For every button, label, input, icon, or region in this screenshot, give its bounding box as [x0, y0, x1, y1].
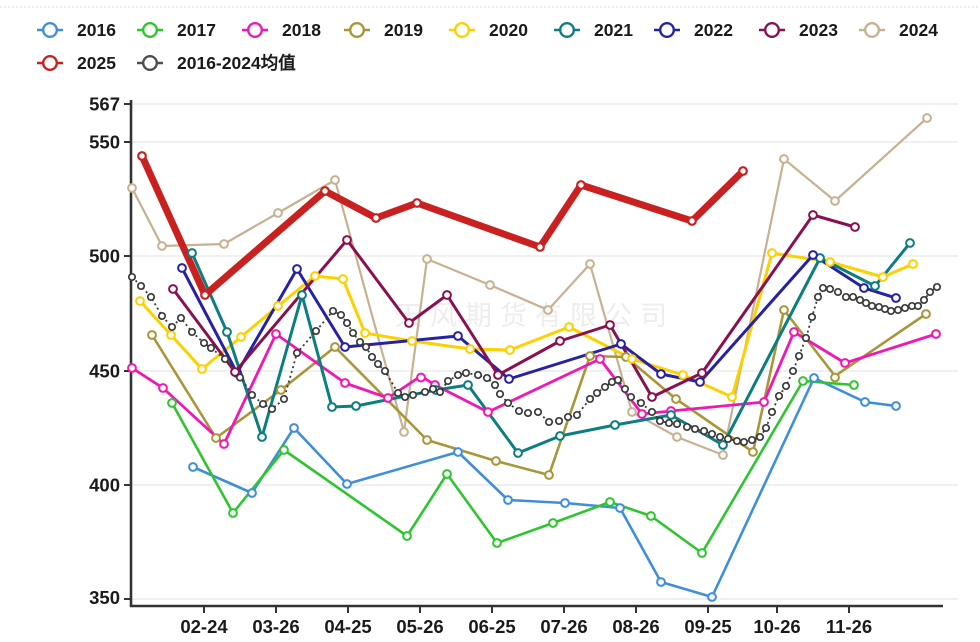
- svg-text:04-25: 04-25: [324, 616, 371, 637]
- svg-text:07-26: 07-26: [540, 616, 587, 637]
- svg-text:2016-2024均值: 2016-2024均值: [177, 53, 296, 73]
- svg-text:2023: 2023: [799, 20, 838, 40]
- svg-text:567: 567: [89, 94, 120, 115]
- svg-text:2017: 2017: [177, 20, 216, 40]
- svg-text:2024: 2024: [899, 20, 938, 40]
- svg-text:02-24: 02-24: [180, 616, 228, 637]
- svg-text:08-26: 08-26: [612, 616, 659, 637]
- svg-text:2018: 2018: [282, 20, 321, 40]
- svg-text:10-26: 10-26: [753, 616, 800, 637]
- svg-text:350: 350: [89, 587, 120, 608]
- svg-text:2025: 2025: [77, 53, 116, 73]
- svg-text:天风期货有限公司: 天风期货有限公司: [395, 301, 675, 331]
- svg-text:05-26: 05-26: [396, 616, 443, 637]
- svg-text:2020: 2020: [489, 20, 528, 40]
- svg-text:03-26: 03-26: [252, 616, 299, 637]
- svg-text:11-26: 11-26: [826, 616, 872, 637]
- svg-text:2019: 2019: [384, 20, 423, 40]
- svg-text:550: 550: [89, 132, 120, 153]
- svg-text:450: 450: [89, 361, 120, 382]
- svg-text:400: 400: [89, 475, 120, 496]
- svg-text:06-25: 06-25: [468, 616, 515, 637]
- svg-text:09-25: 09-25: [684, 616, 731, 637]
- svg-text:2022: 2022: [694, 20, 733, 40]
- svg-text:2021: 2021: [594, 20, 633, 40]
- svg-text:500: 500: [89, 246, 120, 267]
- svg-text:2016: 2016: [77, 20, 116, 40]
